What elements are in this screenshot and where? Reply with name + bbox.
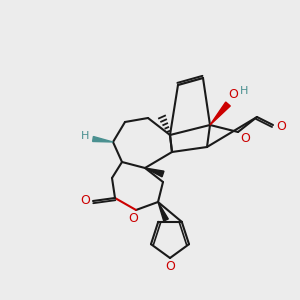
Polygon shape <box>93 136 113 142</box>
Polygon shape <box>210 102 230 125</box>
Text: O: O <box>165 260 175 274</box>
Text: H: H <box>240 86 248 96</box>
Text: O: O <box>240 133 250 146</box>
Text: O: O <box>228 88 238 101</box>
Text: O: O <box>80 194 90 208</box>
Polygon shape <box>158 202 168 221</box>
Text: O: O <box>276 119 286 133</box>
Text: H: H <box>81 131 89 141</box>
Polygon shape <box>145 168 164 177</box>
Text: O: O <box>128 212 138 224</box>
